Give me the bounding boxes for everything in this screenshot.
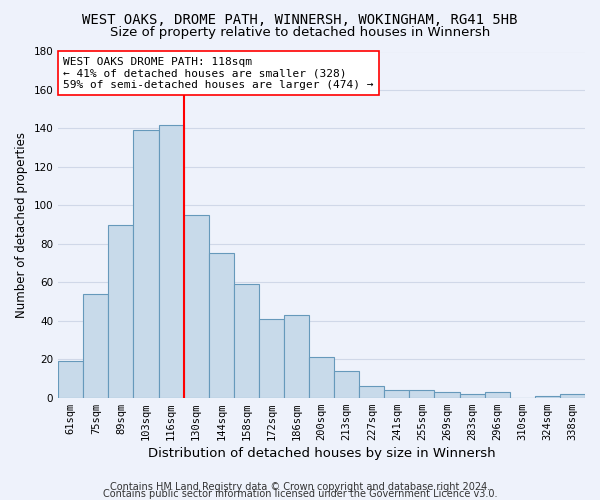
Bar bbox=[535, 396, 560, 398]
Bar bbox=[133, 130, 158, 398]
Bar bbox=[234, 284, 259, 398]
Bar bbox=[83, 294, 109, 398]
Bar bbox=[58, 361, 83, 398]
Bar bbox=[184, 215, 209, 398]
Bar bbox=[434, 392, 460, 398]
Bar bbox=[334, 371, 359, 398]
Bar bbox=[485, 392, 510, 398]
Bar bbox=[460, 394, 485, 398]
Bar bbox=[259, 319, 284, 398]
Y-axis label: Number of detached properties: Number of detached properties bbox=[15, 132, 28, 318]
Text: WEST OAKS, DROME PATH, WINNERSH, WOKINGHAM, RG41 5HB: WEST OAKS, DROME PATH, WINNERSH, WOKINGH… bbox=[82, 12, 518, 26]
Bar bbox=[309, 358, 334, 398]
Bar bbox=[409, 390, 434, 398]
Bar bbox=[109, 224, 133, 398]
Bar bbox=[209, 254, 234, 398]
Text: Contains public sector information licensed under the Government Licence v3.0.: Contains public sector information licen… bbox=[103, 489, 497, 499]
Text: Contains HM Land Registry data © Crown copyright and database right 2024.: Contains HM Land Registry data © Crown c… bbox=[110, 482, 490, 492]
Bar bbox=[385, 390, 409, 398]
Bar bbox=[560, 394, 585, 398]
Bar bbox=[359, 386, 385, 398]
Text: Size of property relative to detached houses in Winnersh: Size of property relative to detached ho… bbox=[110, 26, 490, 39]
X-axis label: Distribution of detached houses by size in Winnersh: Distribution of detached houses by size … bbox=[148, 447, 496, 460]
Text: WEST OAKS DROME PATH: 118sqm
← 41% of detached houses are smaller (328)
59% of s: WEST OAKS DROME PATH: 118sqm ← 41% of de… bbox=[64, 56, 374, 90]
Bar bbox=[158, 124, 184, 398]
Bar bbox=[284, 315, 309, 398]
